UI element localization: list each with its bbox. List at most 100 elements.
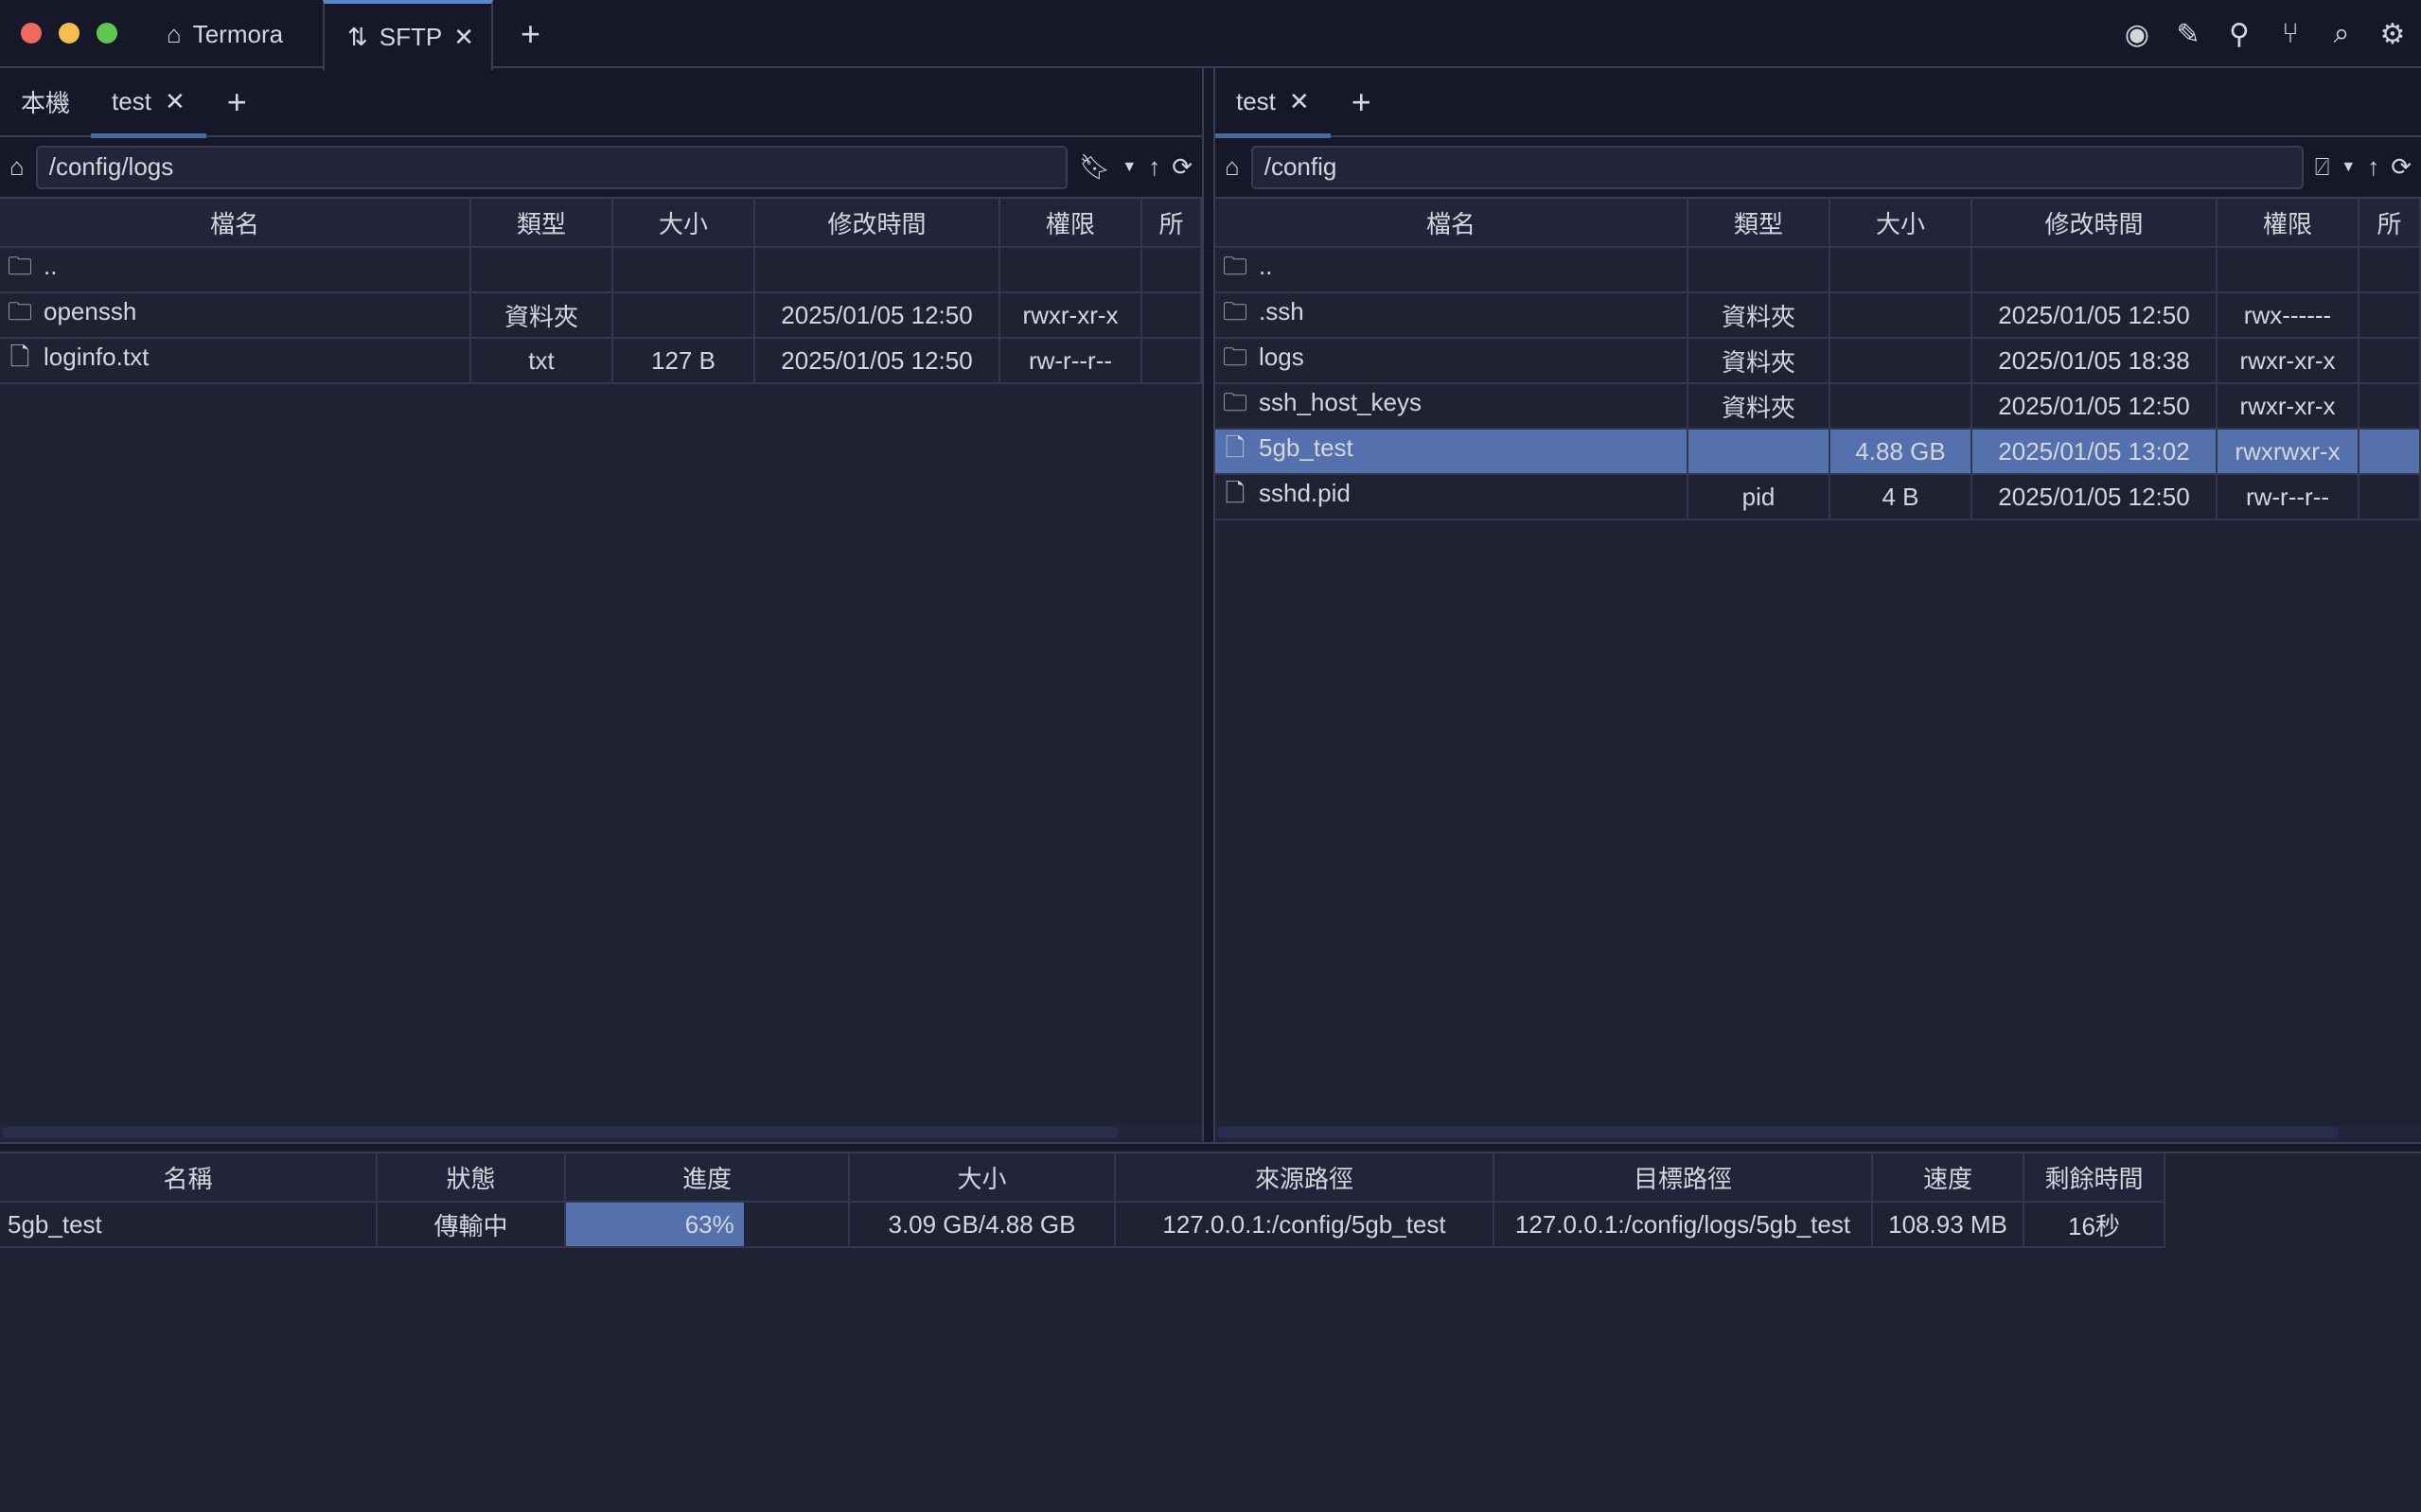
column-header[interactable]: 速度	[1872, 1153, 2024, 1203]
remote-pane: test✕ + ⌂ ⍁ ▼ ↑ ⟳ 檔名類型大小修改時間權限所🗀︎..🗀︎.ss…	[1215, 68, 2421, 1142]
permissions	[2217, 247, 2359, 293]
column-header[interactable]: 大小	[1829, 199, 1972, 248]
owner-cell	[2359, 383, 2421, 430]
folder-icon: 🗀︎	[1223, 252, 1248, 280]
file-name: .ssh	[1259, 297, 1304, 325]
target-path: 127.0.0.1:/config/logs/5gb_test	[1493, 1202, 1873, 1248]
column-header[interactable]: 檔名	[0, 199, 471, 248]
file-name: 5gb_test	[1259, 433, 1353, 462]
record-icon[interactable]: ◉	[2124, 18, 2150, 50]
table-row[interactable]: 🗋︎ 5gb_test 4.88 GB 2025/01/05 13:02 rwxrwxr…	[1215, 429, 2421, 475]
file-name-cell: 🗋︎ sshd.pid	[1215, 474, 1688, 520]
modified-time: 2025/01/05 12:50	[754, 338, 1000, 384]
transfer-status: 傳輸中	[377, 1202, 566, 1248]
transfer-name: 5gb_test	[0, 1202, 378, 1248]
file-name: loginfo.txt	[44, 343, 150, 371]
column-header[interactable]: 目標路徑	[1493, 1153, 1873, 1203]
table-row[interactable]: 🗀︎ openssh 資料夾 2025/01/05 12:50 rwxr-xr-x	[0, 292, 1202, 339]
column-header[interactable]: 類型	[470, 199, 613, 248]
close-tab-icon[interactable]: ✕	[1288, 87, 1310, 115]
column-header[interactable]: 大小	[849, 1153, 1116, 1203]
pencil-icon[interactable]: ✎	[2176, 18, 2200, 50]
file-name-cell: 🗀︎..	[0, 247, 471, 293]
tab-test[interactable]: test ✕	[91, 67, 206, 138]
branch-icon[interactable]: ⑂	[2282, 18, 2299, 49]
table-row[interactable]: 🗀︎ .ssh 資料夾 2025/01/05 12:50 rwx------	[1215, 292, 2421, 339]
search-icon[interactable]: ⌕	[2333, 18, 2350, 49]
folder-icon: 🗀︎	[8, 297, 33, 325]
file-size	[1829, 338, 1972, 384]
tab-termora[interactable]: ⌂ Termora	[144, 0, 306, 68]
tab-test[interactable]: test ✕	[1215, 67, 1331, 138]
column-header[interactable]: 來源路徑	[1115, 1153, 1494, 1203]
column-header[interactable]: 類型	[1688, 199, 1830, 248]
scrollbar-thumb[interactable]	[1217, 1127, 2339, 1138]
file-icon: 🗋︎	[1225, 433, 1246, 462]
column-header[interactable]: 進度	[565, 1153, 850, 1203]
owner-cell	[1141, 338, 1202, 384]
file-name: sshd.pid	[1259, 479, 1351, 507]
permissions: rw-r--r--	[999, 338, 1142, 384]
table-row[interactable]: 🗋︎ loginfo.txt txt 127 B 2025/01/05 12:50 rw-…	[0, 338, 1202, 384]
column-header[interactable]: 所	[1141, 199, 1202, 248]
new-tab-button[interactable]: +	[1351, 81, 1371, 121]
file-name-cell: 🗀︎ .ssh	[1215, 292, 1688, 339]
permissions: rwxrwxr-x	[2217, 429, 2359, 475]
scrollbar-thumb[interactable]	[2, 1127, 1119, 1138]
home-icon[interactable]: ⌂	[9, 152, 25, 181]
table-row[interactable]: 🗀︎ ssh_host_keys 資料夾 2025/01/05 12:50 rwxr-x…	[1215, 383, 2421, 430]
path-input[interactable]	[35, 145, 1069, 189]
table-row[interactable]: 🗋︎ sshd.pid pid 4 B 2025/01/05 12:50 rw-r--r-…	[1215, 474, 2421, 520]
horizontal-splitter[interactable]	[0, 1142, 2421, 1153]
refresh-icon[interactable]: ⟳	[2391, 152, 2412, 181]
column-header[interactable]: 權限	[999, 199, 1142, 248]
key-icon[interactable]: ⚲	[2229, 18, 2250, 50]
new-tab-button[interactable]: +	[226, 81, 247, 121]
table-row[interactable]: 🗀︎..	[0, 247, 1202, 293]
column-header[interactable]: 修改時間	[754, 199, 1000, 248]
file-name-cell: 🗀︎ logs	[1215, 338, 1688, 384]
chevron-down-icon[interactable]: ▼	[1122, 158, 1138, 175]
column-header[interactable]: 狀態	[377, 1153, 566, 1203]
table-row[interactable]: 🗀︎ logs 資料夾 2025/01/05 18:38 rwxr-xr-x	[1215, 338, 2421, 384]
close-window-button[interactable]	[21, 23, 42, 44]
vertical-splitter[interactable]	[1202, 68, 1215, 1142]
column-header[interactable]: 剩餘時間	[2023, 1153, 2165, 1203]
arrow-up-icon[interactable]: ↑	[2367, 152, 2380, 181]
path-input[interactable]	[1250, 145, 2304, 189]
file-name: ..	[44, 252, 58, 280]
column-header[interactable]: 所	[2359, 199, 2421, 248]
close-tab-icon[interactable]: ✕	[164, 87, 186, 115]
table-row[interactable]: 🗀︎..	[1215, 247, 2421, 293]
refresh-icon[interactable]: ⟳	[1172, 152, 1193, 181]
tab-sftp[interactable]: ⇅ SFTP ✕	[323, 0, 493, 70]
column-header[interactable]: 檔名	[1215, 199, 1688, 248]
close-tab-icon[interactable]: ✕	[453, 22, 475, 51]
chevron-down-icon[interactable]: ▼	[2341, 158, 2357, 175]
file-type: 資料夾	[1688, 292, 1830, 339]
file-name-cell: 🗀︎ ssh_host_keys	[1215, 383, 1688, 430]
modified-time: 2025/01/05 12:50	[754, 292, 1000, 339]
transfer-row[interactable]: 5gb_test 傳輸中 63% 3.09 GB/4.88 GB 127.0.0.1:/…	[0, 1202, 2165, 1248]
maximize-window-button[interactable]	[97, 23, 117, 44]
bookmark-off-icon[interactable]: ⍁	[2314, 151, 2330, 181]
gear-icon[interactable]: ⚙	[2379, 18, 2406, 50]
file-name: ssh_host_keys	[1259, 388, 1422, 416]
time-remaining: 16秒	[2023, 1202, 2165, 1248]
horizontal-scrollbar[interactable]	[1215, 1125, 2421, 1140]
column-header[interactable]: 名稱	[0, 1153, 378, 1203]
home-icon[interactable]: ⌂	[1225, 152, 1240, 181]
column-header[interactable]: 權限	[2217, 199, 2359, 248]
permissions: rwxr-xr-x	[2217, 383, 2359, 430]
new-tab-button[interactable]: +	[521, 14, 541, 53]
permissions	[999, 247, 1142, 293]
arrow-up-icon[interactable]: ↑	[1148, 152, 1161, 181]
tab-local[interactable]: 本機	[0, 67, 91, 136]
column-header[interactable]: 修改時間	[1971, 199, 2218, 248]
column-header[interactable]: 大小	[612, 199, 755, 248]
horizontal-scrollbar[interactable]	[0, 1125, 1202, 1140]
bookmark-icon[interactable]: 🔖︎	[1079, 152, 1111, 181]
modified-time: 2025/01/05 12:50	[1971, 474, 2218, 520]
minimize-window-button[interactable]	[59, 23, 80, 44]
file-type: 資料夾	[470, 292, 613, 339]
